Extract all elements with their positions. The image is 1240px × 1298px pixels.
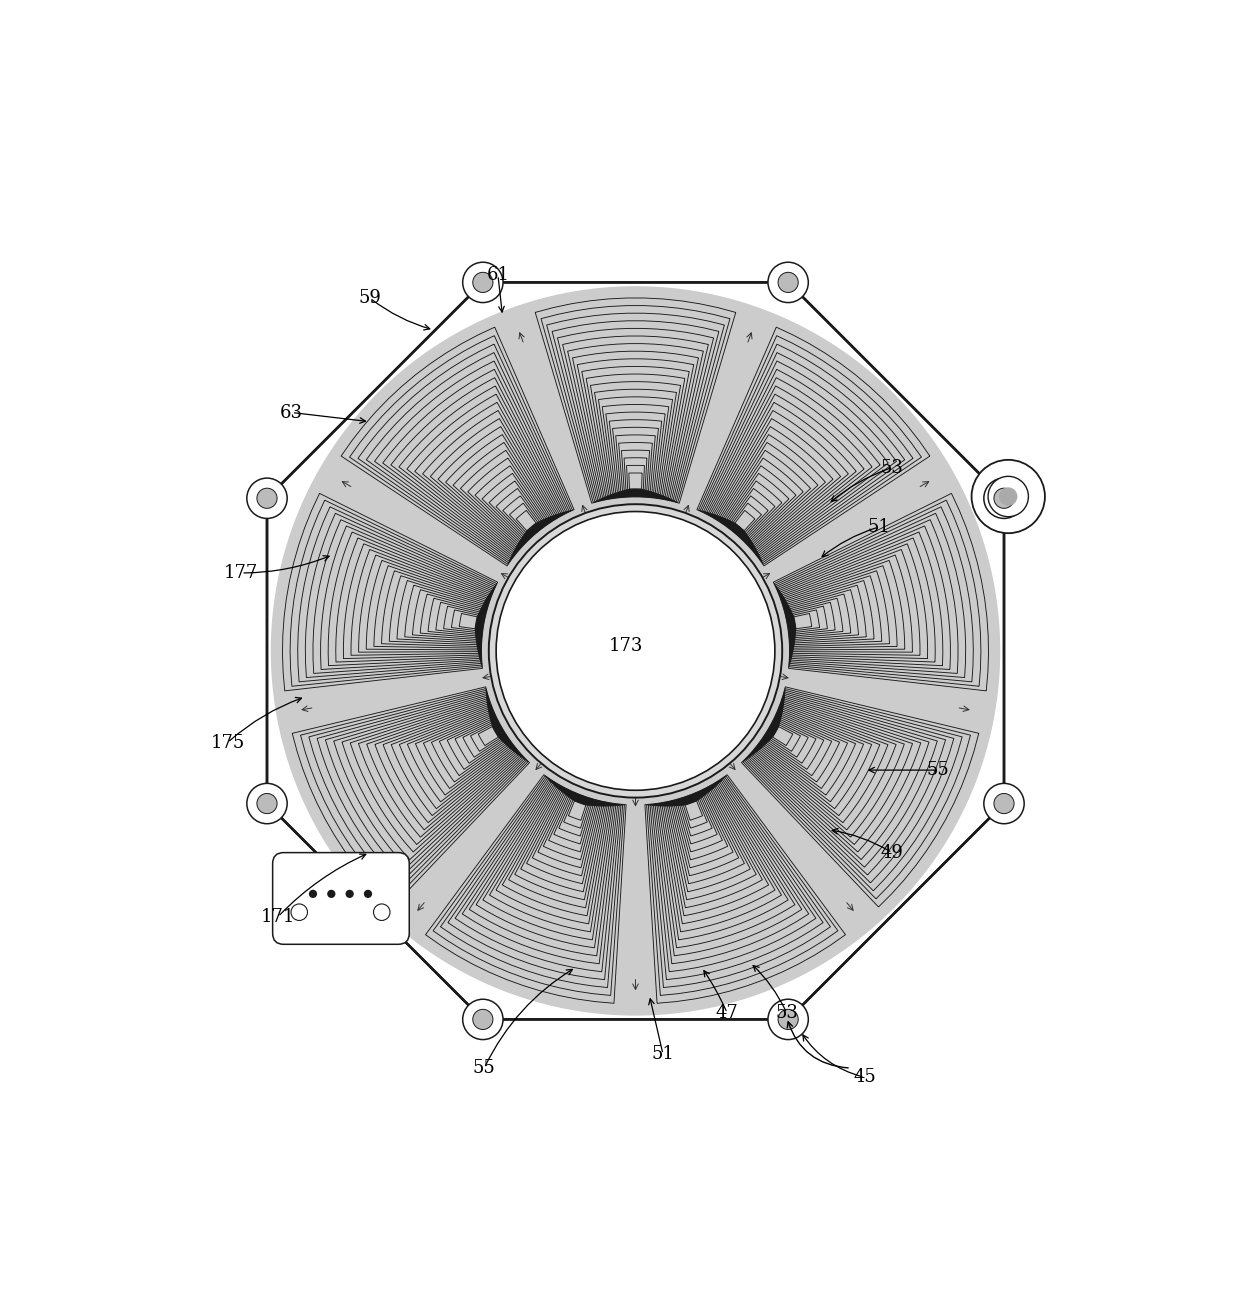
Text: 55: 55	[472, 1059, 496, 1077]
Circle shape	[373, 903, 391, 920]
Text: 47: 47	[715, 1005, 739, 1022]
FancyBboxPatch shape	[273, 853, 409, 945]
Text: 51: 51	[651, 1045, 675, 1063]
Polygon shape	[272, 287, 999, 1015]
Text: 59: 59	[358, 289, 381, 306]
Text: 51: 51	[867, 518, 890, 536]
Circle shape	[463, 999, 503, 1040]
Circle shape	[346, 889, 353, 898]
Circle shape	[309, 889, 317, 898]
Circle shape	[257, 488, 277, 509]
Text: 171: 171	[260, 907, 295, 925]
Circle shape	[988, 476, 1028, 517]
Circle shape	[247, 784, 288, 824]
Circle shape	[994, 793, 1014, 814]
Text: 61: 61	[486, 266, 510, 284]
Circle shape	[999, 487, 1017, 506]
Circle shape	[291, 903, 308, 920]
Circle shape	[983, 478, 1024, 518]
Text: 49: 49	[880, 844, 904, 862]
Text: 173: 173	[609, 637, 644, 655]
Circle shape	[777, 1010, 799, 1029]
Circle shape	[496, 511, 775, 790]
Circle shape	[768, 999, 808, 1040]
Circle shape	[247, 478, 288, 518]
Circle shape	[463, 262, 503, 302]
Circle shape	[472, 273, 494, 292]
Circle shape	[768, 262, 808, 302]
Circle shape	[489, 504, 782, 797]
Circle shape	[777, 273, 799, 292]
Circle shape	[363, 889, 372, 898]
Text: 45: 45	[853, 1068, 877, 1086]
Text: 53: 53	[880, 458, 904, 476]
Circle shape	[994, 488, 1014, 509]
Text: 177: 177	[224, 563, 258, 582]
Text: 53: 53	[775, 1005, 799, 1022]
Circle shape	[327, 889, 336, 898]
Circle shape	[972, 459, 1045, 533]
Circle shape	[472, 1010, 494, 1029]
Circle shape	[257, 793, 277, 814]
Text: 55: 55	[926, 761, 950, 779]
Polygon shape	[267, 283, 1004, 1019]
Circle shape	[983, 784, 1024, 824]
Text: 63: 63	[280, 404, 303, 422]
Text: 175: 175	[211, 733, 244, 752]
